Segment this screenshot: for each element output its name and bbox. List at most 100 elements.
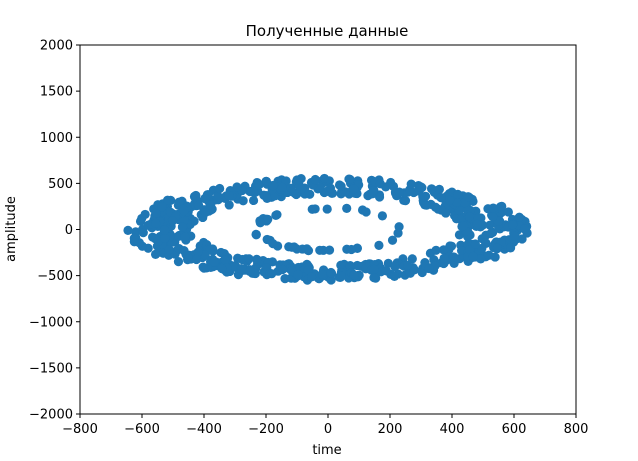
- scatter-point: [325, 183, 336, 193]
- y-tick-label: 500: [48, 177, 73, 192]
- scatter-point: [369, 264, 379, 274]
- scatter-point: [310, 174, 320, 185]
- scatter-point: [217, 263, 227, 274]
- scatter-point: [157, 202, 167, 212]
- scatter-point: [205, 200, 215, 210]
- scatter-point: [430, 202, 441, 212]
- scatter-point: [342, 203, 352, 213]
- scatter-point: [233, 253, 243, 263]
- x-tick-label: 0: [324, 422, 332, 437]
- scatter-point: [436, 192, 446, 203]
- scatter-point: [319, 173, 330, 184]
- y-axis-label: amplitude: [4, 196, 19, 262]
- scatter-point: [263, 214, 273, 224]
- scatter-point: [374, 240, 384, 250]
- y-tick-label: 1000: [40, 131, 73, 146]
- scatter-point: [409, 265, 419, 275]
- scatter-point: [191, 254, 202, 265]
- y-tick-label: −2000: [29, 408, 73, 423]
- y-tick-label: 0: [65, 223, 73, 238]
- scatter-point: [424, 263, 434, 274]
- y-tick-label: −1000: [29, 315, 73, 330]
- scatter-point: [252, 254, 262, 265]
- scatter-point: [345, 261, 355, 271]
- scatter-point: [377, 211, 387, 221]
- scatter-point: [215, 183, 225, 194]
- scatter-point: [390, 262, 400, 272]
- scatter-point: [177, 222, 188, 232]
- y-tick-label: 1500: [40, 85, 73, 100]
- scatter-point: [168, 216, 178, 226]
- scatter-point: [160, 233, 170, 243]
- scatter-point: [224, 200, 234, 210]
- scatter-point: [441, 208, 451, 218]
- scatter-point: [200, 193, 210, 204]
- scatter-point: [232, 182, 242, 192]
- x-tick-label: −200: [248, 422, 284, 437]
- scatter-point: [174, 197, 184, 207]
- scatter-point: [431, 245, 441, 255]
- scatter-point: [508, 220, 518, 230]
- scatter-point: [324, 245, 335, 255]
- scatter-point: [488, 212, 498, 222]
- scatter-point: [388, 181, 399, 191]
- scatter-point: [449, 252, 459, 262]
- scatter-point: [237, 264, 247, 274]
- x-tick-label: −800: [62, 422, 98, 437]
- scatter-point: [406, 179, 416, 189]
- scatter-point: [416, 182, 426, 192]
- scatter-point: [224, 190, 234, 201]
- scatter-point: [458, 221, 469, 231]
- scatter-point: [315, 245, 325, 255]
- scatter-point: [336, 271, 346, 281]
- scatter-point: [137, 213, 147, 224]
- scatter-point: [336, 181, 346, 191]
- scatter-point: [293, 269, 303, 280]
- scatter-point: [245, 266, 255, 276]
- scatter-point: [472, 219, 482, 229]
- scatter-point: [194, 200, 204, 210]
- scatter-point: [244, 254, 254, 264]
- scatter-point: [369, 273, 379, 283]
- scatter-point: [180, 232, 190, 242]
- scatter-point: [179, 245, 189, 256]
- scatter-point: [164, 244, 174, 255]
- scatter-point: [292, 175, 302, 185]
- scatter-point: [400, 196, 411, 206]
- scatter-point: [129, 233, 139, 243]
- scatter-point: [268, 180, 278, 191]
- scatter-point: [277, 182, 287, 193]
- scatter-point: [123, 225, 133, 235]
- scatter-point: [434, 184, 444, 194]
- x-tick-label: 600: [502, 422, 527, 437]
- x-axis-label: time: [312, 443, 341, 458]
- scatter-point: [439, 245, 449, 255]
- scatter-point: [184, 254, 194, 264]
- scatter-point: [200, 207, 211, 218]
- scatter-point: [492, 243, 503, 253]
- scatter-point: [267, 269, 277, 279]
- scatter-point: [179, 215, 189, 225]
- scatter-point: [346, 244, 356, 255]
- scatter-point: [306, 272, 317, 282]
- scatter-point: [262, 193, 272, 203]
- scatter-point: [361, 207, 371, 217]
- scatter-point: [193, 247, 203, 257]
- scatter-point: [417, 267, 427, 278]
- scatter-point: [200, 250, 210, 260]
- scatter-point: [220, 255, 230, 265]
- scatter-point: [446, 241, 457, 251]
- scatter-point: [439, 253, 449, 264]
- scatter-point: [389, 271, 400, 281]
- scatter-point: [468, 251, 478, 262]
- scatter-point: [418, 192, 428, 202]
- scatter-point: [519, 224, 530, 234]
- scatter-point: [476, 254, 486, 264]
- scatter-point: [173, 257, 184, 267]
- scatter-point: [368, 185, 378, 196]
- y-tick-label: −500: [37, 269, 73, 284]
- scatter-point: [375, 179, 385, 189]
- x-axis-ticks: −800 −600 −400 −200 0 200 400 600 800: [62, 414, 588, 437]
- scatter-point: [271, 210, 281, 220]
